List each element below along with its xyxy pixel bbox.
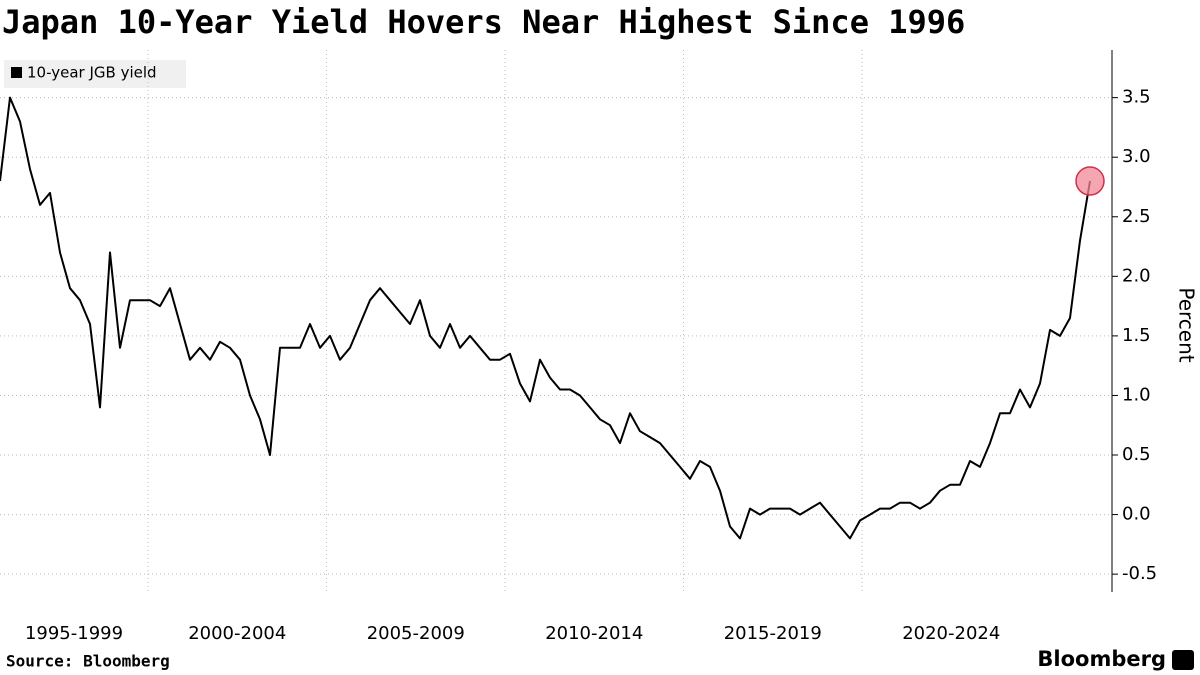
x-tick-label: 2010-2014 xyxy=(545,623,643,644)
legend-label: 10-year JGB yield xyxy=(27,64,157,82)
y-tick-label: 3.5 xyxy=(1122,87,1151,108)
y-tick-label: 1.0 xyxy=(1122,384,1151,405)
x-tick-label: 2000-2004 xyxy=(188,623,286,644)
brand-icon xyxy=(1172,650,1194,670)
x-tick-label: 2015-2019 xyxy=(724,623,822,644)
source: Source: Bloomberg xyxy=(6,652,170,671)
y-tick-label: -0.5 xyxy=(1122,563,1157,584)
series-line xyxy=(0,96,1091,540)
x-tick-label: 2020-2024 xyxy=(902,623,1000,644)
x-tick-label: 1995-1999 xyxy=(25,623,123,644)
legend-swatch xyxy=(11,67,22,78)
y-tick-label: 0.0 xyxy=(1122,504,1151,525)
x-tick-label: 2005-2009 xyxy=(367,623,465,644)
y-axis-label: Percent xyxy=(1175,287,1199,362)
y-tick-label: 0.5 xyxy=(1122,444,1151,465)
brand: Bloomberg xyxy=(1037,647,1166,671)
y-tick-label: 1.5 xyxy=(1122,325,1151,346)
chart-title: Japan 10-Year Yield Hovers Near Highest … xyxy=(2,3,965,41)
y-tick-label: 2.0 xyxy=(1122,265,1151,286)
highlight-marker xyxy=(1075,166,1105,196)
y-tick-label: 3.0 xyxy=(1122,146,1151,167)
legend-box xyxy=(4,60,186,88)
y-tick-label: 2.5 xyxy=(1122,206,1151,227)
